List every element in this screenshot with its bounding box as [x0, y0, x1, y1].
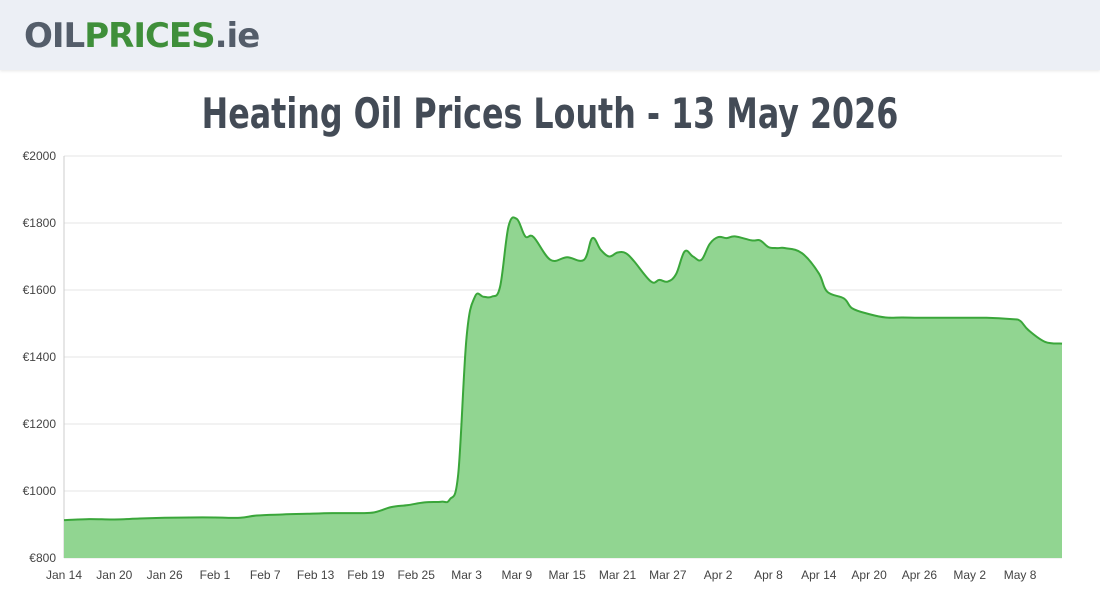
x-tick-label: Mar 21 [599, 568, 637, 582]
y-tick-label: €2000 [23, 149, 57, 163]
x-tick-label: Jan 26 [147, 568, 183, 582]
x-tick-label: Mar 15 [549, 568, 587, 582]
x-tick-label: May 8 [1004, 568, 1037, 582]
x-tick-label: Mar 9 [502, 568, 533, 582]
x-tick-label: Apr 8 [754, 568, 783, 582]
x-tick-label: Feb 7 [250, 568, 281, 582]
logo-prices: PRICES [84, 16, 215, 56]
x-tick-label: Apr 14 [801, 568, 837, 582]
header-bar: OILPRICES.ie [0, 0, 1100, 70]
y-tick-label: €1200 [23, 417, 57, 431]
x-tick-label: Feb 13 [297, 568, 335, 582]
x-tick-label: Jan 20 [96, 568, 132, 582]
y-tick-label: €1000 [23, 484, 57, 498]
site-logo[interactable]: OILPRICES.ie [24, 14, 261, 58]
x-tick-label: Apr 26 [902, 568, 938, 582]
x-tick-label: Jan 14 [46, 568, 82, 582]
x-tick-label: May 2 [953, 568, 986, 582]
x-tick-label: Mar 3 [451, 568, 482, 582]
x-tick-label: Mar 27 [649, 568, 687, 582]
logo-oil: OIL [24, 16, 85, 56]
price-line [63, 216, 1063, 522]
y-tick-label: €1800 [23, 216, 57, 230]
page-title: Heating Oil Prices Louth - 13 May 2026 [201, 89, 899, 138]
x-tick-label: Apr 20 [851, 568, 887, 582]
x-tick-label: Feb 25 [398, 568, 436, 582]
y-tick-label: €1400 [23, 350, 57, 364]
y-tick-label: €800 [29, 551, 56, 565]
x-tick-label: Apr 2 [704, 568, 733, 582]
logo-ie: .ie [214, 16, 261, 56]
x-tick-label: Feb 19 [347, 568, 385, 582]
x-tick-label: Feb 1 [200, 568, 231, 582]
y-tick-label: €1600 [23, 283, 57, 297]
price-area [64, 217, 1062, 558]
